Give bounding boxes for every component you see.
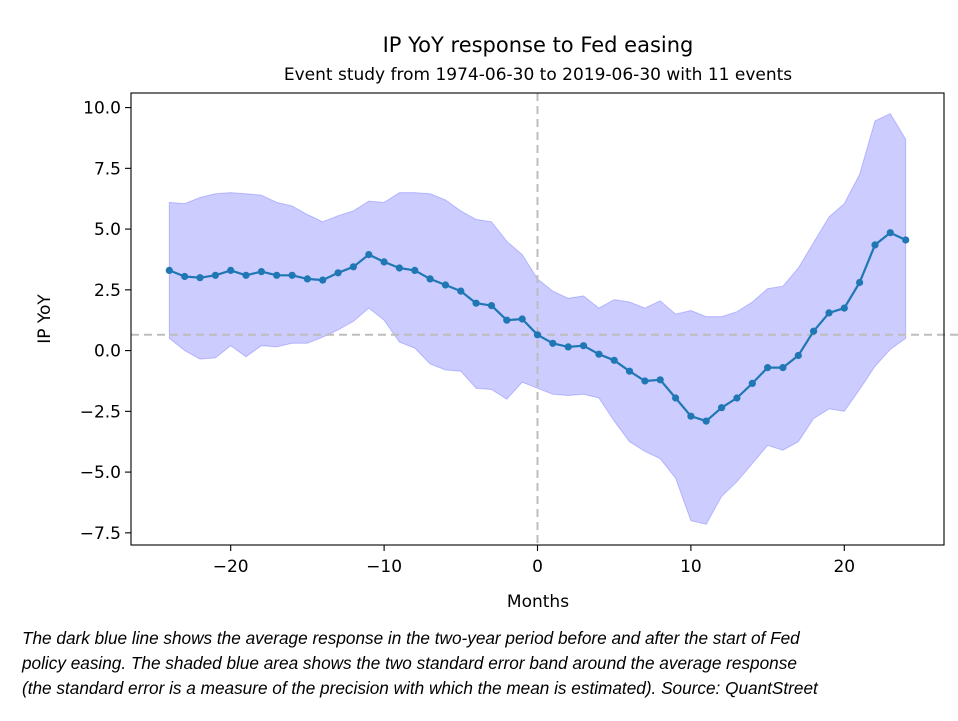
chart-caption: The dark blue line shows the average res… [22, 626, 952, 701]
data-point [257, 268, 265, 276]
y-tick-label: 10.0 [83, 99, 121, 119]
y-axis-label: IP YoY [35, 294, 55, 344]
data-point [672, 394, 680, 402]
data-point [165, 266, 173, 274]
y-tick-label: 0.0 [94, 342, 121, 362]
data-point [211, 271, 219, 279]
chart: IP YoY response to Fed easing Event stud… [35, 33, 958, 612]
data-point [810, 327, 818, 335]
data-point [365, 251, 373, 259]
caption-line: policy easing. The shaded blue area show… [22, 653, 797, 673]
data-point [503, 316, 511, 324]
data-point [273, 271, 281, 279]
data-point [227, 266, 235, 274]
data-point [641, 377, 649, 385]
x-tick-label: 20 [833, 557, 855, 577]
data-point [288, 271, 296, 279]
x-ticks-layer: −20 −10 0 10 20 [213, 545, 855, 577]
data-point [687, 412, 695, 420]
y-tick-label: −2.5 [80, 402, 121, 422]
data-point [702, 417, 710, 425]
data-point [457, 287, 465, 295]
chart-subtitle: Event study from 1974-06-30 to 2019-06-3… [284, 65, 792, 85]
data-point [564, 343, 572, 351]
x-tick-label: 0 [532, 557, 543, 577]
data-point [411, 266, 419, 274]
data-point [840, 304, 848, 312]
data-point [794, 351, 802, 360]
y-tick-label: 5.0 [94, 220, 121, 240]
data-point [518, 315, 526, 323]
data-point [426, 275, 434, 283]
data-point [380, 258, 388, 266]
series-points-layer [165, 229, 910, 425]
data-point [196, 274, 204, 282]
data-point [334, 269, 342, 277]
data-point [718, 404, 726, 412]
data-point [533, 331, 542, 339]
data-point [656, 376, 664, 384]
data-point [886, 229, 894, 237]
data-point [472, 299, 480, 307]
data-point [764, 364, 772, 372]
y-tick-label: 2.5 [94, 281, 121, 301]
data-point [871, 241, 879, 249]
caption-line: The dark blue line shows the average res… [22, 628, 800, 648]
data-point [349, 263, 357, 271]
x-tick-label: −10 [366, 557, 402, 577]
data-point [825, 309, 833, 317]
data-point [487, 302, 496, 310]
x-axis-label: Months [507, 592, 569, 612]
chart-title: IP YoY response to Fed easing [383, 33, 694, 57]
data-point [579, 342, 588, 350]
y-ticks-layer: 10.0 7.5 5.0 2.5 0.0 −2.5 −5.0 −7.5 [80, 99, 131, 544]
data-point [303, 275, 311, 283]
data-point [595, 350, 603, 358]
x-tick-label: 10 [680, 557, 702, 577]
data-point [395, 264, 403, 272]
data-point [319, 276, 327, 284]
reference-lines-layer [131, 93, 958, 545]
data-point [181, 272, 189, 281]
data-point [733, 394, 741, 402]
y-tick-label: −5.0 [80, 463, 121, 483]
data-point [748, 379, 756, 387]
data-point [625, 367, 634, 375]
y-tick-label: 7.5 [94, 159, 121, 179]
data-point [549, 339, 557, 347]
x-tick-label: −20 [213, 557, 249, 577]
y-tick-label: −7.5 [80, 524, 121, 544]
data-point [242, 271, 250, 279]
data-point [902, 236, 910, 244]
data-point [610, 356, 618, 364]
data-point [856, 278, 864, 287]
data-point [441, 281, 450, 289]
caption-line: (the standard error is a measure of the … [22, 678, 818, 698]
data-point [779, 364, 787, 372]
